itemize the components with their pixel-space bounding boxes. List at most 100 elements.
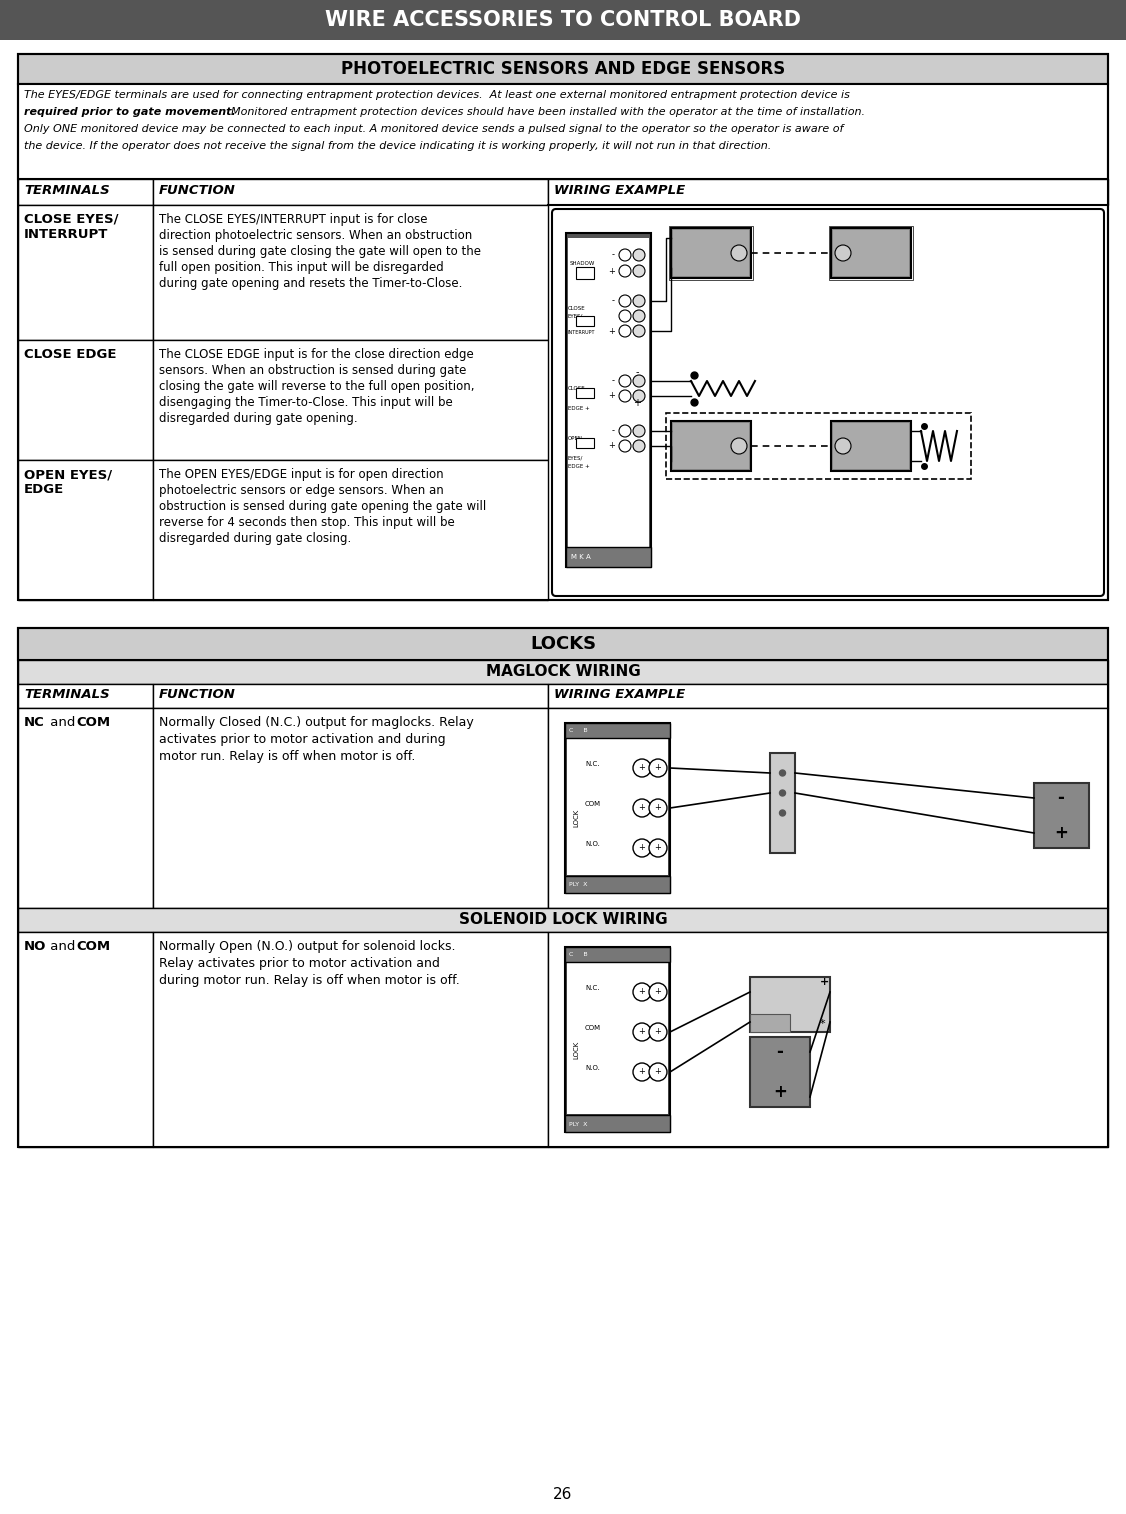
Bar [565,1114,670,1132]
Text: +: + [654,1067,661,1076]
Text: PHOTOELECTRIC SENSORS AND EDGE SENSORS: PHOTOELECTRIC SENSORS AND EDGE SENSORS [341,61,785,79]
Bar [577,266,595,279]
Bar [18,933,153,1148]
Text: WIRE ACCESSORIES TO CONTROL BOARD: WIRE ACCESSORIES TO CONTROL BOARD [325,11,801,30]
Text: required prior to gate movement.: required prior to gate movement. [24,107,235,117]
Text: PLY  X: PLY X [569,1122,588,1126]
Bar [18,628,1108,1148]
Text: +: + [638,804,645,813]
Text: MAGLOCK WIRING: MAGLOCK WIRING [485,665,641,680]
Bar [18,83,1108,179]
Text: +: + [633,398,641,407]
Text: N.C.: N.C. [586,986,599,992]
Bar [565,724,670,893]
Bar [566,233,651,568]
Text: FUNCTION: FUNCTION [159,687,235,701]
Text: OPEN EYES/
EDGE: OPEN EYES/ EDGE [24,468,113,497]
Circle shape [619,326,631,338]
Text: +: + [654,763,661,772]
Bar [153,179,548,204]
Text: N.O.: N.O. [586,840,600,846]
Text: +: + [638,1067,645,1076]
Text: EYES/: EYES/ [568,456,583,460]
Bar [18,660,1108,684]
Text: TERMINALS: TERMINALS [24,687,109,701]
Bar [750,977,830,1033]
Text: -: - [635,366,638,377]
Bar [548,204,1108,600]
Bar [833,422,909,469]
Circle shape [619,248,631,260]
Text: NC: NC [24,716,45,730]
Bar [833,230,909,276]
Text: +: + [654,987,661,996]
Text: Only ONE monitored device may be connected to each input. A monitored device sen: Only ONE monitored device may be connect… [24,124,843,135]
Bar [770,752,795,852]
Circle shape [633,310,645,322]
Text: +: + [608,442,615,451]
Text: C     B: C B [569,728,588,733]
Circle shape [779,771,786,777]
Text: The CLOSE EDGE input is for the close direction edge
sensors. When an obstructio: The CLOSE EDGE input is for the close di… [159,348,474,425]
Text: N.C.: N.C. [586,762,599,768]
Bar [18,709,153,908]
Text: NO: NO [24,940,46,952]
Text: COM: COM [75,716,110,730]
Text: LOCK: LOCK [573,1040,579,1058]
Bar [18,55,1108,600]
Text: +: + [638,987,645,996]
Text: EDGE +: EDGE + [568,406,590,410]
Text: EDGE +: EDGE + [568,463,590,469]
Text: +: + [654,1028,661,1037]
Text: -: - [1057,789,1064,807]
Text: +: + [1054,824,1067,842]
Text: and: and [46,940,80,952]
Bar [153,684,548,709]
Bar [669,226,753,280]
Bar [568,238,649,547]
Text: N.O.: N.O. [586,1064,600,1070]
Text: and: and [46,716,80,730]
Text: SHADOW: SHADOW [570,260,596,266]
Text: -: - [613,427,615,436]
Text: TERMINALS: TERMINALS [24,185,109,197]
Circle shape [731,245,747,260]
Circle shape [619,295,631,307]
Bar [673,422,749,469]
Circle shape [633,265,645,277]
Text: the device. If the operator does not receive the signal from the device indicati: the device. If the operator does not rec… [24,141,771,151]
Text: -: - [613,297,615,306]
Circle shape [835,245,851,260]
Text: 26: 26 [553,1487,573,1502]
Bar [548,933,1108,1148]
Circle shape [649,1023,667,1042]
Bar [750,1014,790,1033]
Circle shape [633,326,645,338]
Bar [153,341,548,460]
Text: -: - [613,250,615,259]
Bar [18,628,1108,660]
Text: CLOSE: CLOSE [568,386,586,391]
Circle shape [649,1063,667,1081]
Circle shape [835,438,851,454]
Bar [18,341,153,460]
Circle shape [619,425,631,438]
Text: -: - [613,377,615,386]
Text: CLOSE: CLOSE [568,306,586,310]
Text: +: + [638,763,645,772]
Text: WIRING EXAMPLE: WIRING EXAMPLE [554,687,685,701]
Text: C     B: C B [569,951,588,957]
Bar [548,179,1108,204]
Circle shape [619,310,631,322]
Bar [568,727,668,875]
Text: Normally Closed (N.C.) output for maglocks. Relay
activates prior to motor activ: Normally Closed (N.C.) output for magloc… [159,716,474,763]
Bar [18,908,1108,933]
Bar [565,724,670,737]
Bar [153,709,548,908]
Circle shape [633,1063,651,1081]
Circle shape [633,391,645,403]
Text: +: + [608,327,615,336]
Text: LOCK: LOCK [573,808,579,827]
Text: LOCKS: LOCKS [530,634,596,653]
Text: +: + [774,1083,787,1101]
